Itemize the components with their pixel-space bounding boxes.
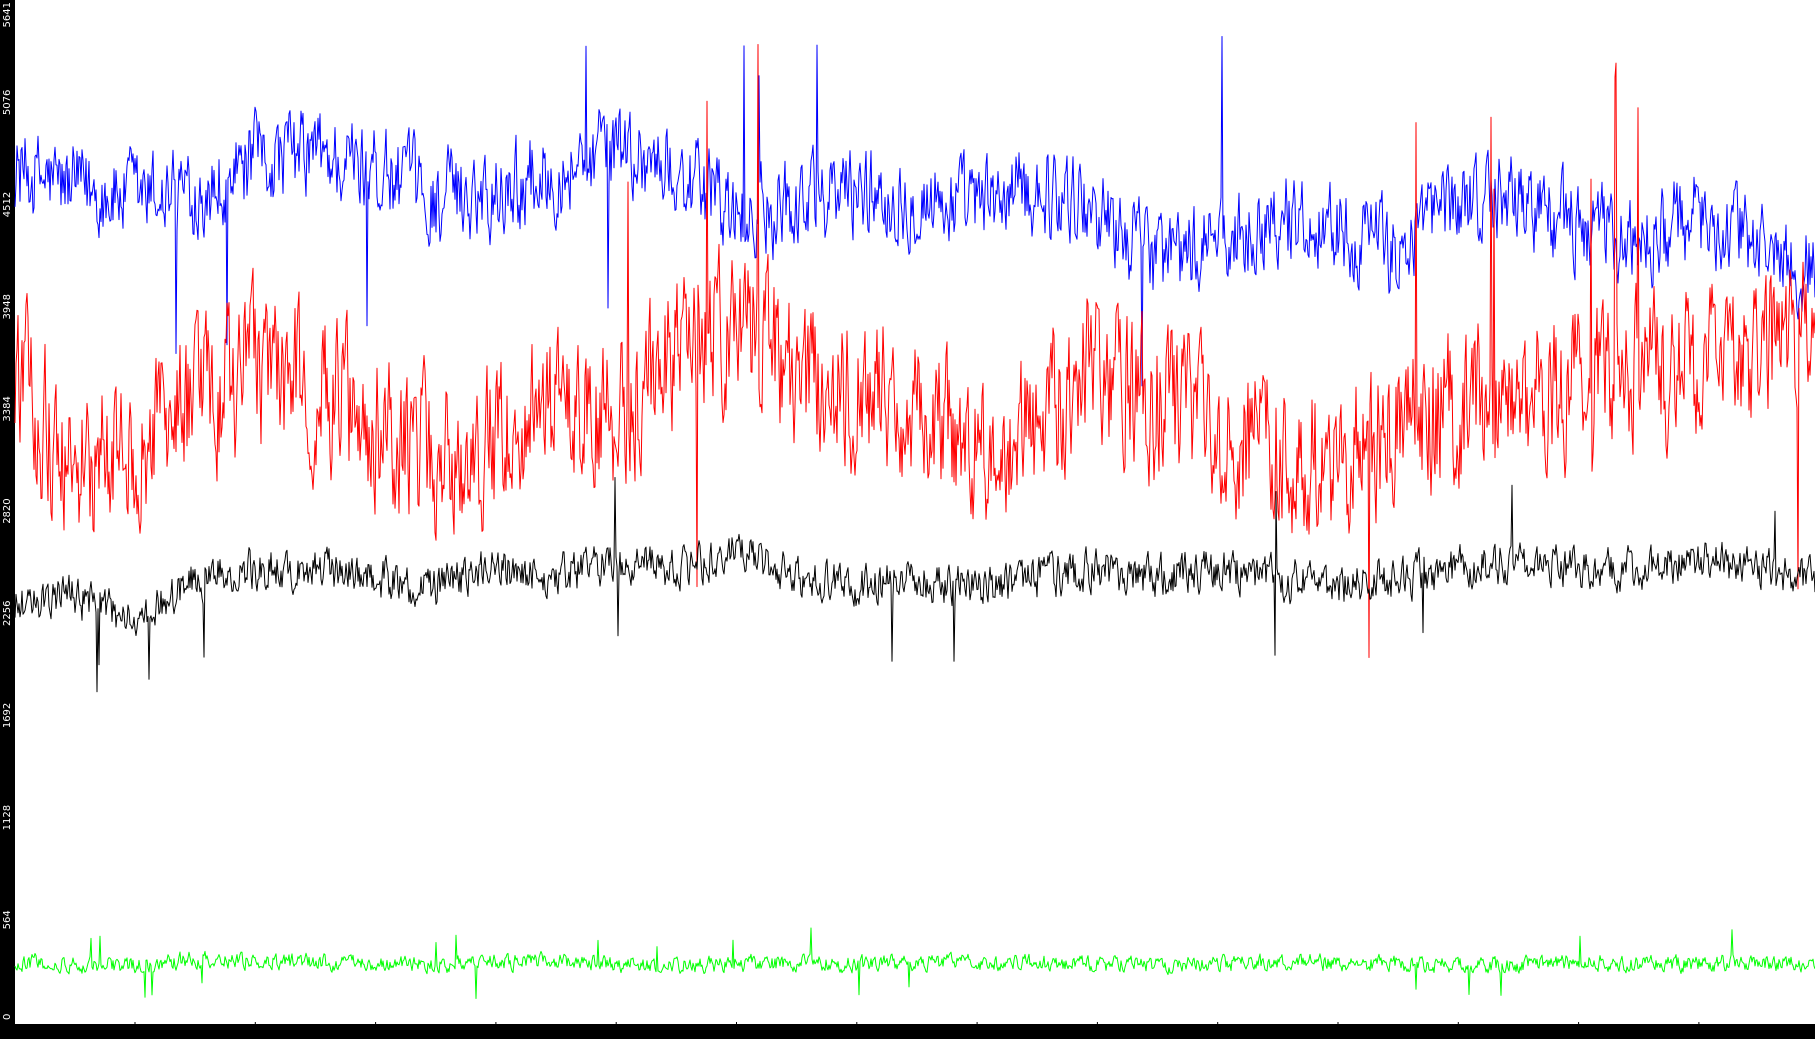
x-tick-label: 14:11: [1324, 1028, 1353, 1039]
x-tick-label: 14:03: [361, 1028, 390, 1039]
series-traces: [14, 36, 1815, 999]
y-tick-label: 2256: [2, 601, 13, 626]
series-line: [14, 44, 1815, 658]
x-tick-label: 14:10: [1203, 1028, 1232, 1039]
x-tick-label: 14:12: [1444, 1028, 1473, 1039]
y-tick-label: 5076: [2, 90, 13, 115]
x-tick-label: 14:04: [481, 1028, 510, 1039]
y-tick-label: 2820: [2, 498, 13, 523]
x-tick-label: 14:02: [241, 1028, 270, 1039]
series-line: [14, 927, 1815, 999]
y-tick-label: 3948: [2, 294, 13, 319]
x-tick-label: 14:06: [722, 1028, 751, 1039]
y-tick-label: 1692: [2, 703, 13, 728]
x-tick-label: 14:07: [842, 1028, 871, 1039]
y-tick-label: 1128: [2, 805, 13, 830]
y-tick-label: 4512: [2, 192, 13, 217]
y-axis-strip: [0, 0, 15, 1024]
x-axis-strip: [0, 1024, 1815, 1039]
x-tick-label: 14:08: [963, 1028, 992, 1039]
x-tick-label: 14:14: [1684, 1028, 1713, 1039]
series-line: [14, 477, 1815, 693]
y-tick-label: 0: [2, 1014, 13, 1020]
y-tick-label: 5641: [2, 2, 13, 27]
series-line: [14, 36, 1815, 387]
y-tick-label: 3384: [2, 396, 13, 421]
x-tick-label: 14:09: [1083, 1028, 1112, 1039]
x-tick-label: 14:13: [1564, 1028, 1593, 1039]
x-tick-label: 14:05: [602, 1028, 631, 1039]
x-tick-labels: 14:01 14:02 14:03 14:04 14:05 14:06 14:07 14:08…: [121, 1022, 1815, 1039]
x-tick-label: 14:01: [121, 1028, 150, 1039]
y-tick-label: 564: [2, 910, 13, 929]
y-tick-labels: 0 564 1128 1692 2256 2820 3384 3948 4512 5076 5641: [2, 2, 13, 1020]
x-tick-label: 14:15: [1790, 1028, 1815, 1039]
